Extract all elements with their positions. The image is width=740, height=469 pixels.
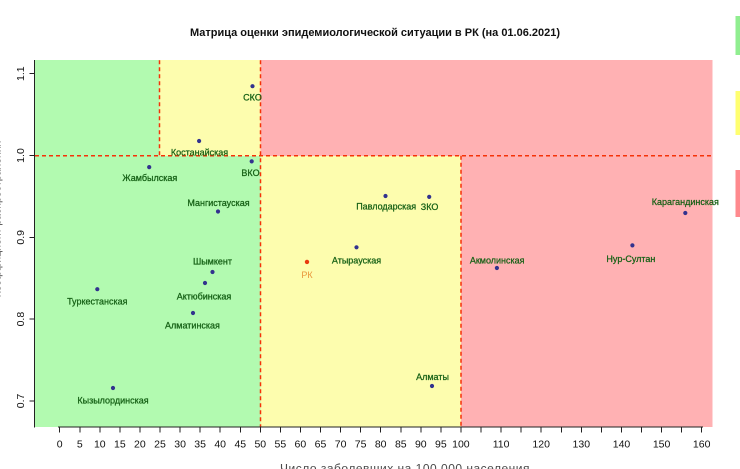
svg-text:110: 110	[493, 439, 510, 451]
svg-text:40: 40	[214, 439, 226, 451]
svg-text:100: 100	[452, 439, 470, 451]
svg-text:85: 85	[395, 439, 407, 451]
svg-text:Туркестанская: Туркестанская	[67, 296, 128, 306]
svg-text:Павлодарская: Павлодарская	[356, 202, 416, 212]
svg-text:1.0: 1.0	[15, 148, 27, 163]
svg-text:75: 75	[355, 439, 367, 451]
svg-text:РК: РК	[301, 270, 313, 280]
svg-text:0.8: 0.8	[15, 312, 27, 327]
svg-text:ЗКО: ЗКО	[421, 202, 439, 212]
svg-text:Коэффициент распространения: Коэффициент распространения	[0, 141, 4, 298]
svg-text:130: 130	[573, 439, 591, 451]
svg-text:Атырауская: Атырауская	[332, 256, 381, 266]
svg-text:45: 45	[234, 439, 246, 451]
svg-text:Жамбылская: Жамбылская	[122, 173, 177, 183]
svg-text:Алматы: Алматы	[416, 372, 449, 382]
svg-text:80: 80	[375, 439, 387, 451]
svg-text:15: 15	[114, 439, 126, 451]
svg-text:Костанайская: Костанайская	[171, 148, 228, 158]
svg-text:120: 120	[532, 439, 550, 451]
svg-text:ВКО: ВКО	[241, 168, 259, 178]
svg-text:160: 160	[693, 439, 711, 451]
svg-text:20: 20	[134, 439, 146, 451]
svg-text:90: 90	[415, 439, 427, 451]
svg-text:60: 60	[295, 439, 307, 451]
svg-text:5: 5	[77, 439, 83, 451]
svg-text:0.9: 0.9	[15, 230, 27, 245]
svg-text:Нур-Султан: Нур-Султан	[606, 254, 655, 264]
svg-text:Актюбинская: Актюбинская	[177, 291, 232, 301]
svg-text:Матрица оценки эпидемиологичес: Матрица оценки эпидемиологической ситуац…	[190, 27, 560, 39]
svg-text:140: 140	[613, 439, 631, 451]
svg-text:Число заболевших на 100 000 на: Число заболевших на 100 000 населения	[280, 462, 530, 469]
svg-text:65: 65	[315, 439, 327, 451]
svg-text:Мангистауская: Мангистауская	[187, 198, 249, 208]
svg-text:0: 0	[57, 439, 63, 451]
svg-text:10: 10	[94, 439, 106, 451]
svg-text:150: 150	[653, 439, 671, 451]
svg-text:0.7: 0.7	[15, 393, 27, 408]
svg-text:Шымкент: Шымкент	[193, 256, 232, 266]
svg-text:СКО: СКО	[243, 93, 262, 103]
svg-text:35: 35	[194, 439, 206, 451]
svg-text:Карагандинская: Карагандинская	[652, 197, 719, 207]
svg-text:Акмолинская: Акмолинская	[470, 255, 525, 265]
svg-text:70: 70	[335, 439, 347, 451]
svg-text:25: 25	[154, 439, 166, 451]
svg-text:Алматинская: Алматинская	[165, 320, 220, 330]
svg-text:50: 50	[254, 439, 266, 451]
svg-text:30: 30	[174, 439, 186, 451]
svg-text:95: 95	[435, 439, 447, 451]
svg-text:Кызылординская: Кызылординская	[77, 395, 148, 405]
svg-text:1.1: 1.1	[15, 66, 27, 81]
svg-text:55: 55	[275, 439, 287, 451]
